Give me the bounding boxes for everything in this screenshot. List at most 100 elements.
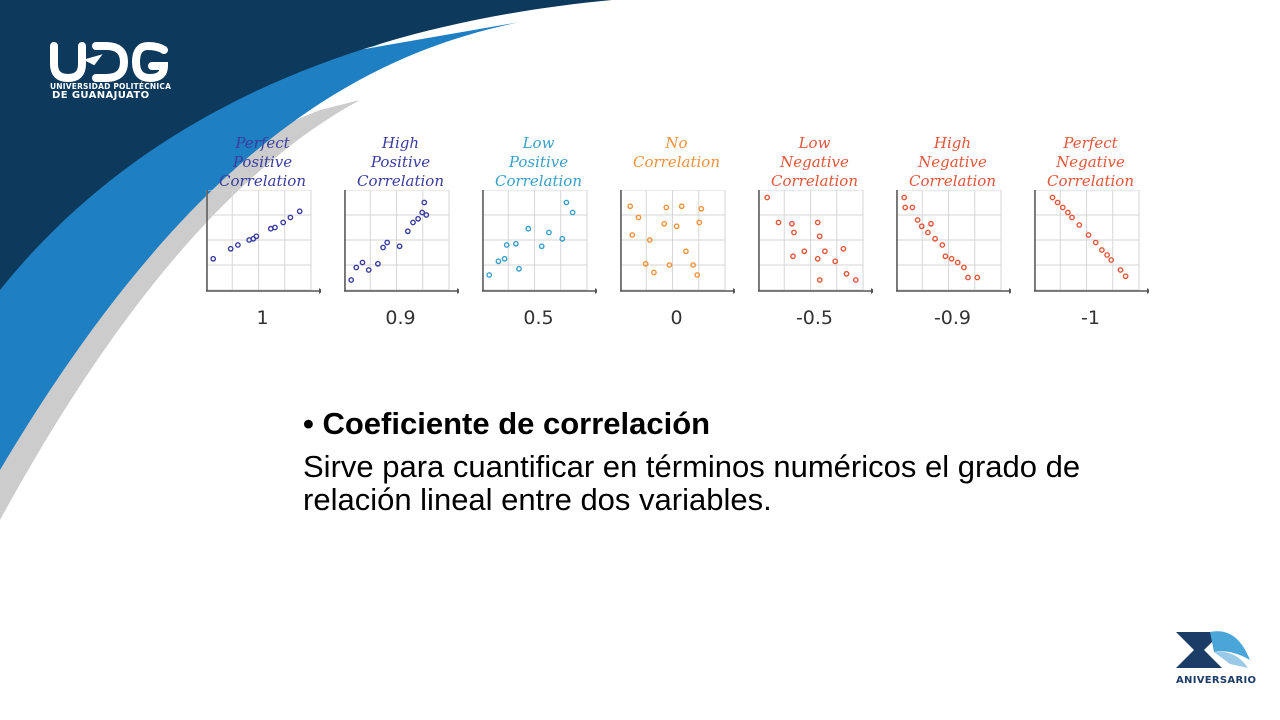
data-point — [234, 242, 241, 248]
data-point — [287, 214, 294, 221]
slide-content: • Coeficiente de correlación Sirve para … — [303, 404, 1093, 516]
chart-title: Perfect Positive Correlation — [200, 134, 325, 191]
data-point — [1076, 222, 1083, 228]
chart-title: High Positive Correlation — [338, 134, 463, 191]
data-point — [840, 245, 847, 252]
data-point — [696, 219, 703, 226]
data-point — [210, 255, 217, 262]
chart-title-line: Positive — [508, 153, 569, 171]
correlation-value-label: -0.5 — [795, 307, 834, 329]
udg-logo — [50, 41, 169, 83]
data-point — [902, 204, 909, 211]
correlation-chart: Low Positive Correlation 0.5 — [476, 124, 601, 334]
anniversary-label: ANIVERSARIO — [1176, 675, 1257, 686]
chart-title-line: Correlation — [219, 172, 306, 190]
data-point — [683, 248, 689, 255]
chart-plot — [1034, 190, 1149, 294]
data-point — [501, 255, 508, 262]
data-point — [627, 203, 634, 210]
data-point — [791, 229, 797, 236]
data-point — [1092, 239, 1099, 246]
anniversary-logo — [1176, 631, 1250, 668]
x-axis-arrow — [1009, 288, 1011, 294]
data-point — [525, 225, 532, 232]
data-point — [359, 259, 366, 266]
data-point — [280, 219, 287, 226]
data-point — [965, 274, 971, 281]
data-point — [513, 240, 519, 247]
data-point — [961, 264, 967, 271]
chart-title-line: Negative — [780, 153, 849, 171]
data-point — [1104, 252, 1111, 258]
chart-plot — [344, 190, 459, 294]
data-point — [642, 260, 649, 267]
chart-plot — [758, 190, 873, 294]
chart-title-line: Correlation — [633, 153, 720, 171]
data-point — [375, 260, 381, 267]
chart-title: Perfect Negative Correlation — [1028, 134, 1153, 191]
data-point — [948, 255, 955, 262]
data-point — [1122, 273, 1129, 280]
data-point — [1054, 199, 1061, 206]
data-point — [1049, 194, 1056, 201]
data-point — [690, 262, 697, 268]
chart-title-line: Correlation — [1047, 172, 1134, 190]
description-text: Sirve para cuantificar en términos numér… — [303, 449, 1081, 517]
data-point — [942, 253, 949, 260]
data-point — [909, 204, 916, 211]
chart-title-line: Positive — [232, 153, 293, 171]
data-point — [928, 220, 934, 227]
data-point — [939, 242, 946, 248]
data-point — [380, 244, 386, 251]
chart-title-line: High — [381, 134, 420, 152]
data-point — [423, 212, 430, 218]
correlation-value-label: -1 — [1081, 307, 1100, 329]
data-point — [651, 269, 657, 276]
chart-title-line: Positive — [370, 153, 431, 171]
correlation-value-label: 0.9 — [385, 307, 416, 329]
data-point — [789, 220, 795, 227]
data-point — [272, 224, 278, 231]
logo-university-line: UNIVERSIDAD POLITÉCNICA — [50, 82, 172, 91]
chart-title: Low Negative Correlation — [752, 134, 877, 191]
data-point — [563, 199, 570, 206]
data-point — [495, 258, 502, 265]
data-point — [253, 233, 260, 240]
data-point — [1069, 214, 1075, 221]
data-point — [384, 239, 391, 246]
correlation-chart: High Negative Correlation -0.9 — [890, 124, 1015, 334]
data-point — [365, 267, 372, 273]
x-axis-arrow — [1147, 288, 1149, 294]
data-point — [559, 235, 566, 242]
correlation-value-label: -0.9 — [933, 307, 972, 329]
data-point — [816, 233, 823, 240]
data-point — [814, 255, 821, 262]
chart-plot — [206, 190, 321, 294]
chart-title-line: Correlation — [495, 172, 582, 190]
chart-title-line: Negative — [918, 153, 987, 171]
data-point — [694, 272, 701, 278]
correlation-charts-panel: Perfect Positive Correlation 1 High Positive C… — [200, 124, 1160, 334]
chart-title-line: No — [665, 134, 688, 152]
data-point — [419, 209, 426, 216]
data-point — [901, 194, 908, 201]
data-point — [410, 219, 416, 226]
data-point — [698, 205, 705, 212]
data-point — [843, 270, 850, 277]
correlation-chart: Perfect Positive Correlation 1 — [200, 124, 325, 334]
data-point — [486, 272, 493, 278]
data-point — [503, 242, 510, 248]
correlation-chart: No Correlation 0 — [614, 124, 739, 334]
data-point — [546, 229, 552, 236]
correlation-chart: High Positive Correlation 0.9 — [338, 124, 463, 334]
chart-plot — [482, 190, 597, 294]
data-point — [764, 194, 771, 201]
chart-title-line: Correlation — [771, 172, 858, 190]
x-axis-arrow — [871, 288, 873, 294]
data-point — [954, 259, 961, 266]
chart-title-line: Negative — [1056, 153, 1125, 171]
chart-title: No Correlation — [614, 134, 739, 172]
chart-title: Low Positive Correlation — [476, 134, 601, 191]
data-point — [635, 214, 642, 221]
data-point — [924, 229, 931, 236]
